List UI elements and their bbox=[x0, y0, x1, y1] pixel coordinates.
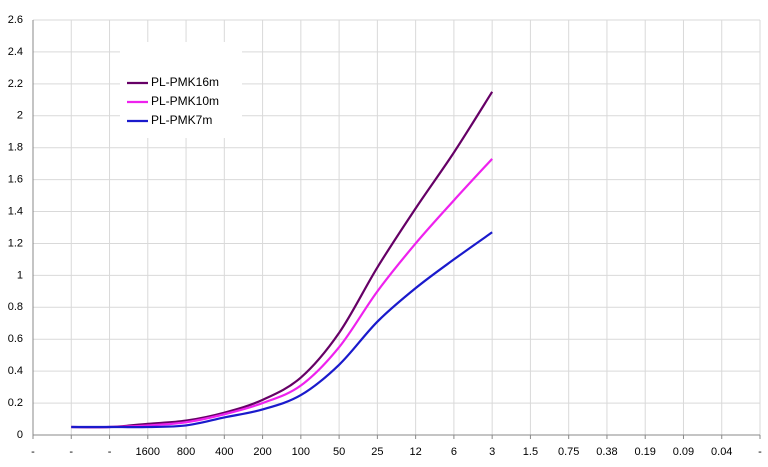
x-tick-label: 0.19 bbox=[634, 446, 655, 458]
x-tick-label: 12 bbox=[410, 446, 422, 458]
y-tick-label: 0 bbox=[17, 429, 23, 441]
x-tick-label: 1.5 bbox=[523, 446, 538, 458]
legend-label: PL-PMK10m bbox=[151, 94, 219, 108]
legend-label: PL-PMK7m bbox=[151, 113, 212, 127]
y-tick-label: 0.8 bbox=[8, 301, 23, 313]
x-tick-label: 3 bbox=[489, 446, 495, 458]
legend-label: PL-PMK16m bbox=[151, 75, 219, 89]
line-series bbox=[71, 158, 493, 429]
x-tick-label: 400 bbox=[215, 446, 233, 458]
line-series bbox=[71, 91, 494, 429]
x-tick-label: 0.04 bbox=[711, 446, 732, 458]
y-tick-label: 1.6 bbox=[8, 174, 23, 186]
y-tick-label: 2.4 bbox=[8, 46, 23, 58]
x-tick-label: - bbox=[69, 446, 73, 458]
y-tick-label: 1.8 bbox=[8, 142, 23, 154]
x-tick-label: 0.38 bbox=[596, 446, 617, 458]
x-tick-label: - bbox=[31, 446, 35, 458]
y-tick-label: 2 bbox=[17, 110, 23, 122]
x-tick-label: 50 bbox=[333, 446, 345, 458]
x-tick-label: 100 bbox=[292, 446, 310, 458]
x-tick-label: 25 bbox=[371, 446, 383, 458]
line-series bbox=[71, 231, 493, 429]
x-tick-label: 0.75 bbox=[558, 446, 579, 458]
x-tick-label: 0.09 bbox=[673, 446, 694, 458]
x-tick-label: 200 bbox=[253, 446, 271, 458]
x-tick-label: - bbox=[108, 446, 112, 458]
y-tick-label: 1.2 bbox=[8, 237, 23, 249]
y-tick-label: 2.2 bbox=[8, 78, 23, 90]
x-tick-label: - bbox=[758, 446, 762, 458]
y-tick-label: 1.4 bbox=[8, 205, 23, 217]
y-tick-label: 1 bbox=[17, 269, 23, 281]
y-tick-label: 0.2 bbox=[8, 397, 23, 409]
x-tick-label: 1600 bbox=[136, 446, 160, 458]
x-tick-label: 6 bbox=[451, 446, 457, 458]
y-tick-label: 2.6 bbox=[8, 14, 23, 26]
legend: PL-PMK16m PL-PMK10m PL-PMK7m bbox=[120, 42, 242, 138]
y-tick-label: 0.6 bbox=[8, 333, 23, 345]
y-tick-label: 0.4 bbox=[8, 365, 23, 377]
x-tick-label: 800 bbox=[177, 446, 195, 458]
